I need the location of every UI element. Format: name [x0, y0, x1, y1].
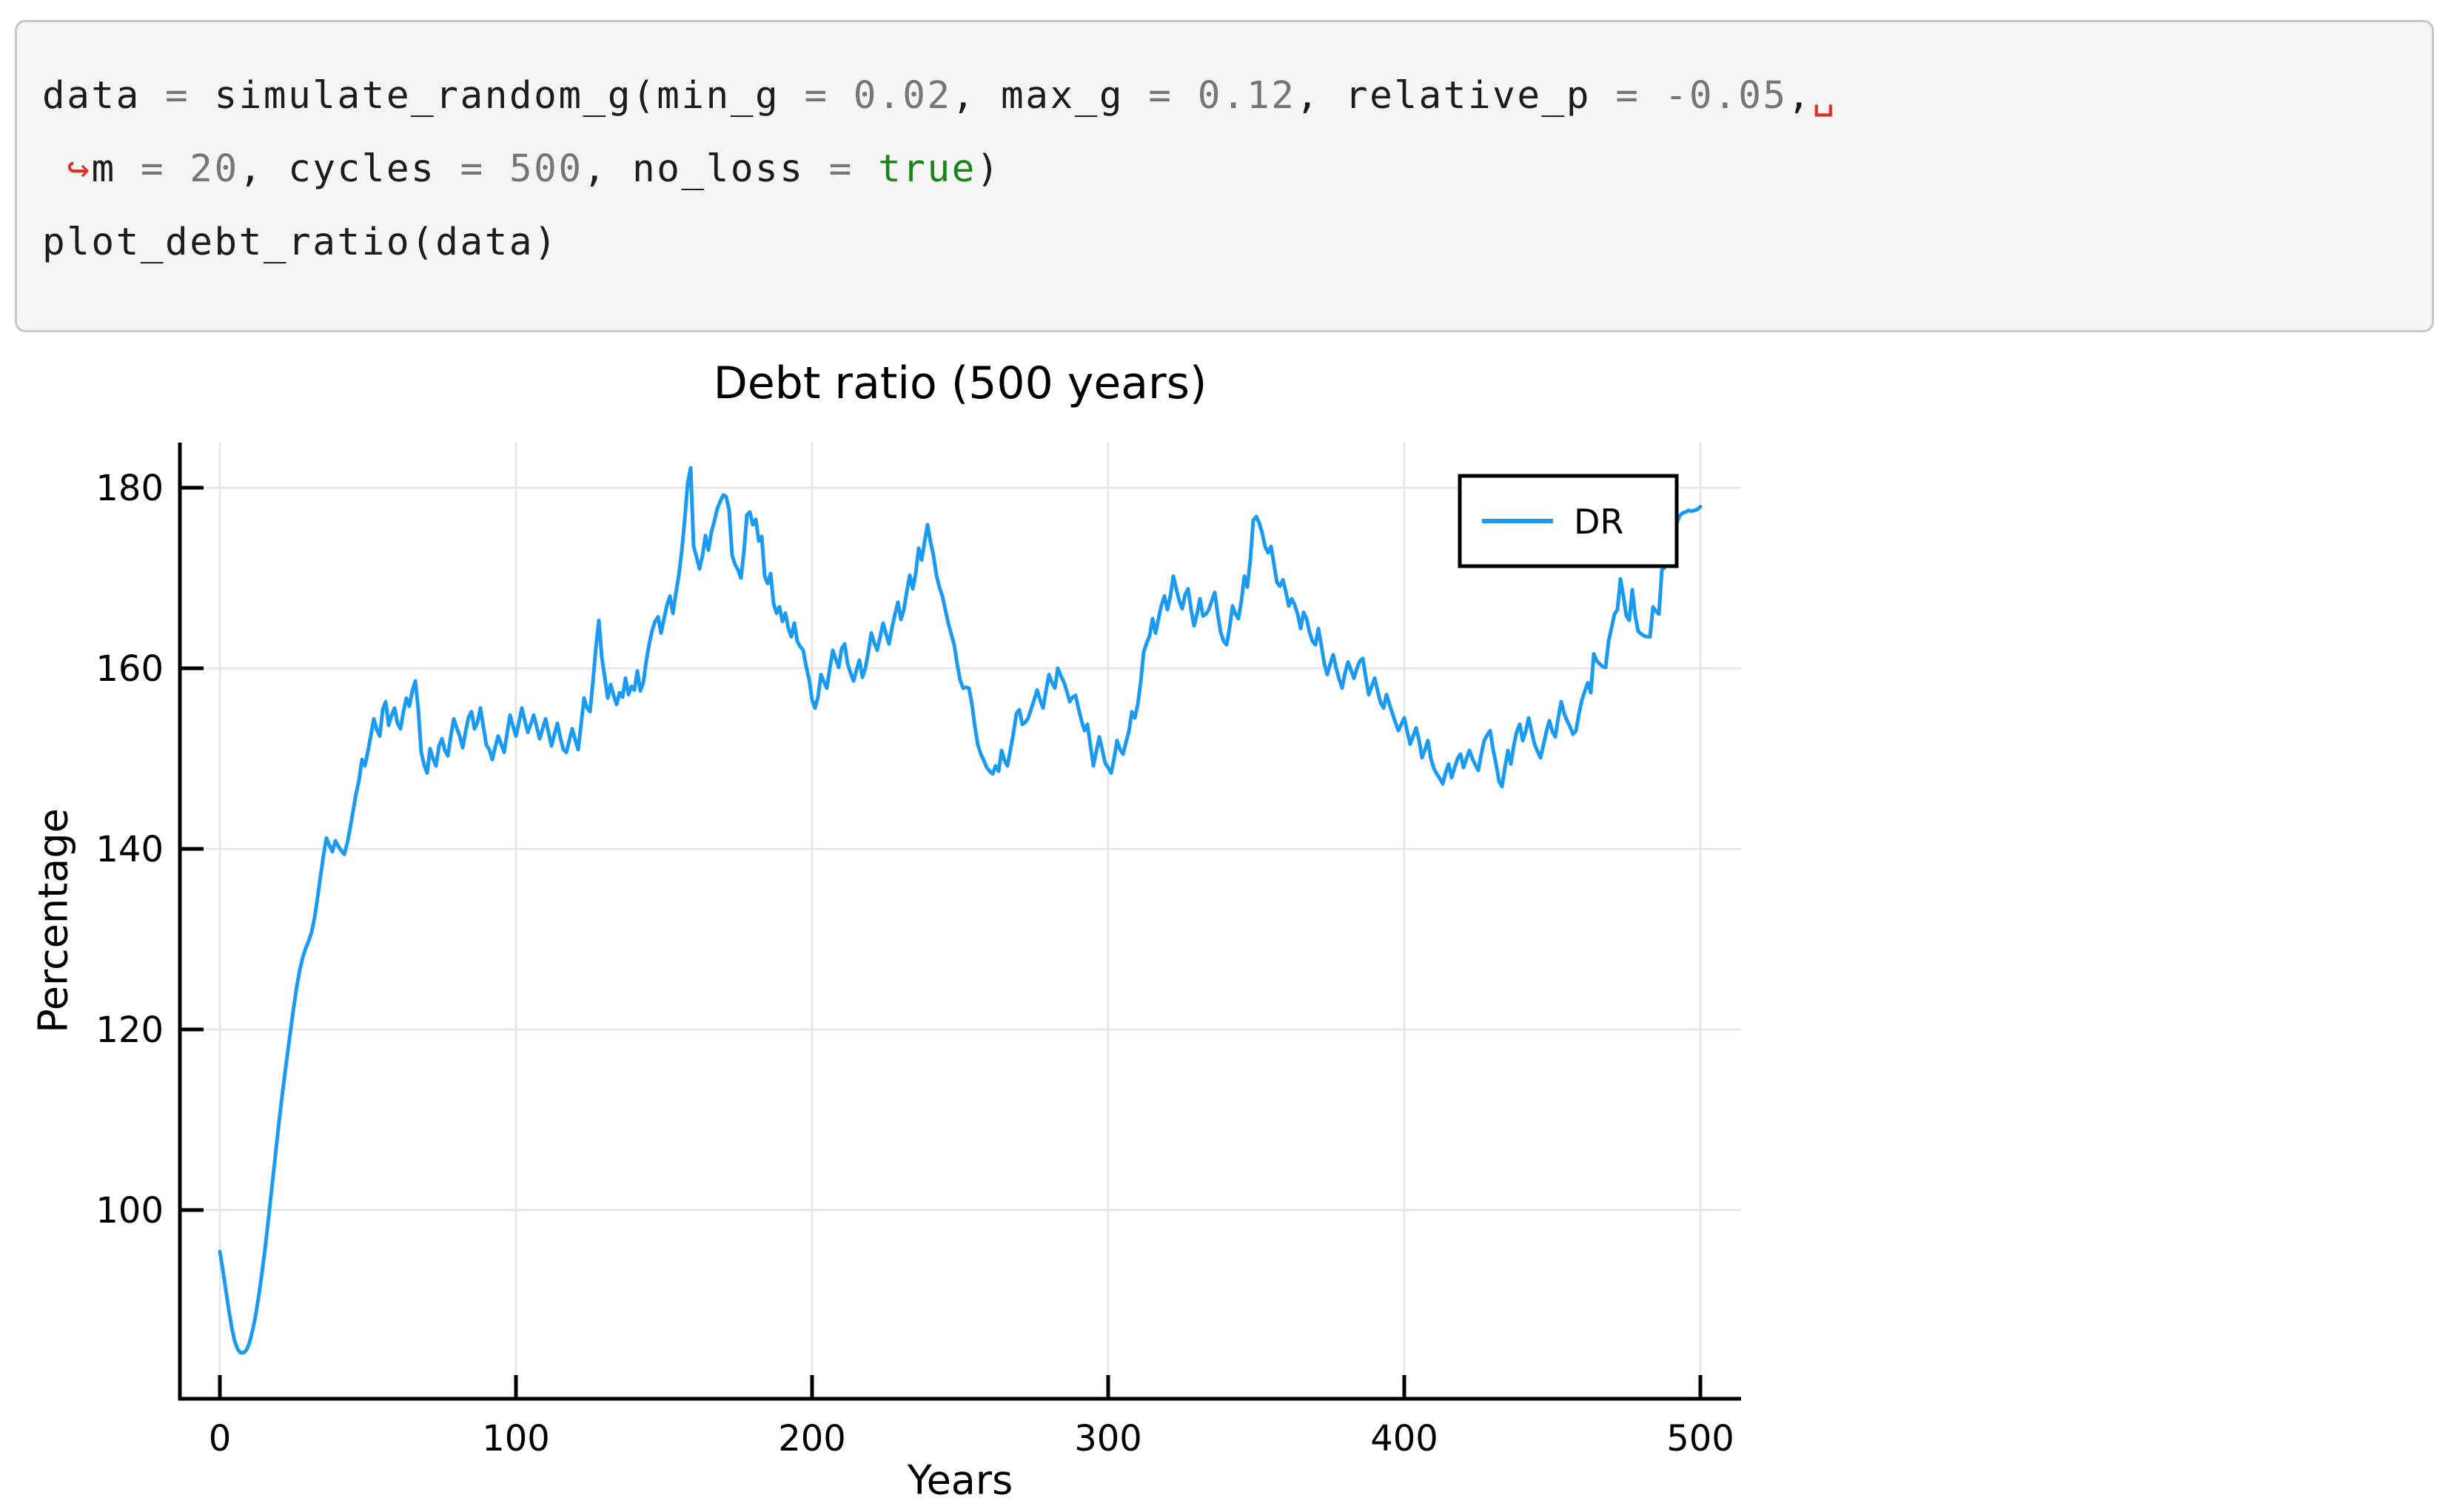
code-token: )	[976, 147, 1002, 191]
code-token: m	[91, 147, 141, 191]
y-tick-label-120: 120	[95, 1009, 164, 1051]
x-tick-label-500: 500	[1666, 1418, 1734, 1459]
x-tick-label-200: 200	[778, 1418, 846, 1459]
code-token: -0.05	[1664, 74, 1788, 118]
legend-label: DR	[1574, 502, 1623, 542]
y-tick-label-100: 100	[95, 1190, 164, 1232]
code-line-1: data = simulate_random_g(min_g = 0.02, m…	[42, 59, 2410, 132]
code-token: 20	[190, 147, 239, 191]
code-token: =	[804, 74, 854, 118]
code-token: ↪	[67, 147, 92, 191]
code-token: =	[460, 147, 509, 191]
x-tick-label-400: 400	[1370, 1418, 1438, 1459]
y-axis-title: Percentage	[30, 808, 77, 1033]
x-axis-title: Years	[907, 1456, 1013, 1504]
x-tick-label-100: 100	[482, 1418, 550, 1459]
code-token: =	[828, 147, 879, 191]
code-cell[interactable]: data = simulate_random_g(min_g = 0.02, m…	[15, 20, 2434, 332]
debt-ratio-series-line	[218, 466, 1703, 1355]
y-tick-label-180: 180	[95, 468, 164, 509]
code-token: , max_g	[951, 74, 1149, 118]
y-tick-label-160: 160	[95, 648, 164, 690]
code-token: , cycles	[238, 147, 460, 191]
code-token: simulate_random_g(min_g	[214, 74, 805, 118]
code-token: =	[140, 147, 190, 191]
code-token: =	[1148, 74, 1198, 118]
code-token: ,	[1787, 74, 1812, 118]
code-token: 500	[509, 147, 583, 191]
code-token: =	[165, 74, 215, 118]
code-token: =	[1615, 74, 1665, 118]
y-tick-label-140: 140	[95, 829, 164, 870]
code-token: , relative_p	[1295, 74, 1616, 118]
x-tick-label-0: 0	[209, 1418, 232, 1459]
code-line-3: plot_debt_ratio(data)	[42, 206, 2410, 279]
x-tick-label-300: 300	[1074, 1418, 1142, 1459]
code-token: , no_loss	[583, 147, 829, 191]
chart-title: Debt ratio (500 years)	[713, 357, 1207, 409]
code-token: data	[42, 74, 166, 118]
code-token: plot_debt_ratio(data)	[42, 221, 559, 264]
code-token: true	[878, 147, 976, 191]
code-line-2: ↪m = 20, cycles = 500, no_loss = true)	[42, 132, 2410, 206]
code-token: 0.12	[1197, 74, 1296, 118]
code-token: ␣	[1811, 74, 1837, 118]
code-token: 0.02	[853, 74, 952, 118]
